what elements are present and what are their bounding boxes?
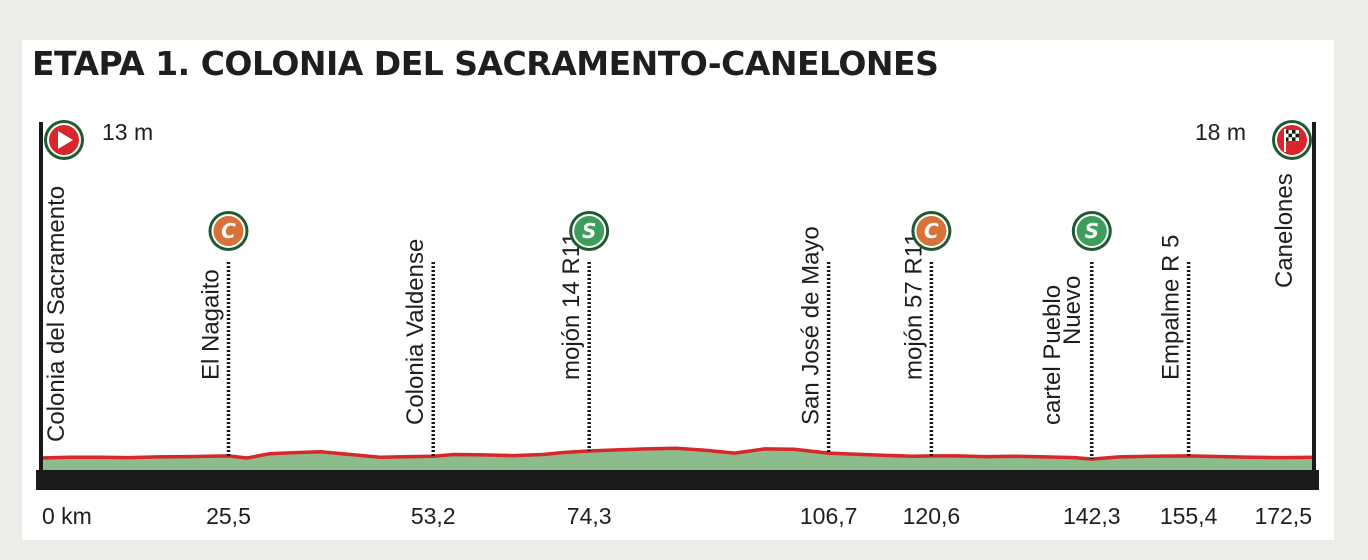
play-triangle-icon xyxy=(58,131,73,149)
waypoint-label: San José de Mayo xyxy=(798,226,825,425)
flag-check xyxy=(1292,137,1296,142)
flag-check xyxy=(1292,130,1296,134)
km-label: 74,3 xyxy=(567,503,612,529)
flag-check xyxy=(1285,137,1289,142)
km-label: 25,5 xyxy=(206,503,251,529)
waypoint-label: El Nagaito xyxy=(197,269,224,380)
waypoint-label: Colonia Valdense xyxy=(402,239,429,425)
km-label: 142,3 xyxy=(1063,503,1121,529)
waypoint-label: mojón 57 R11 xyxy=(900,232,927,380)
waypoint-label: cartel Pueblo xyxy=(1039,285,1066,425)
flag-check xyxy=(1295,133,1299,138)
flag-check xyxy=(1285,130,1289,134)
start-vertical-line xyxy=(39,122,43,470)
profile-area xyxy=(40,448,1315,470)
finish-altitude: 18 m xyxy=(1195,119,1246,145)
km-label: 155,4 xyxy=(1160,503,1218,529)
climb-marker-icon xyxy=(211,214,246,248)
km-label: 120,6 xyxy=(903,503,961,529)
stage-profile-card: ETAPA 1. COLONIA DEL SACRAMENTO-CANELONE… xyxy=(22,40,1334,540)
profile-line xyxy=(39,446,1316,461)
km-label: 53,2 xyxy=(411,503,456,529)
finish-name: Canelones xyxy=(1271,173,1298,288)
sprint-marker-icon xyxy=(572,214,607,248)
flag-check xyxy=(1288,133,1292,138)
marker-letter: S xyxy=(582,219,596,243)
start-km-label: 0 km xyxy=(42,503,92,529)
waypoint-label: mojón 14 R11 xyxy=(558,232,585,380)
climb-marker-icon xyxy=(914,214,949,248)
waypoint-label: Empalme R 5 xyxy=(1158,235,1185,380)
baseline-bar xyxy=(36,470,1319,490)
start-name: Colonia del Sacramento xyxy=(43,186,70,442)
marker-letter: C xyxy=(924,219,939,243)
elevation-profile: El Nagaito Colonia Valdense mojón 14 R11 Sa… xyxy=(36,119,1319,529)
marker-letter: C xyxy=(221,219,236,243)
finish-km-label: 172,5 xyxy=(1254,503,1312,529)
sprint-marker-icon xyxy=(1074,214,1109,248)
finish-vertical-line xyxy=(1312,122,1316,470)
start-altitude: 13 m xyxy=(102,119,153,145)
waypoint-label: Nuevo xyxy=(1059,276,1086,345)
stage-title: ETAPA 1. COLONIA DEL SACRAMENTO-CANELONE… xyxy=(32,44,939,83)
marker-letter: S xyxy=(1085,219,1099,243)
km-label: 106,7 xyxy=(800,503,858,529)
